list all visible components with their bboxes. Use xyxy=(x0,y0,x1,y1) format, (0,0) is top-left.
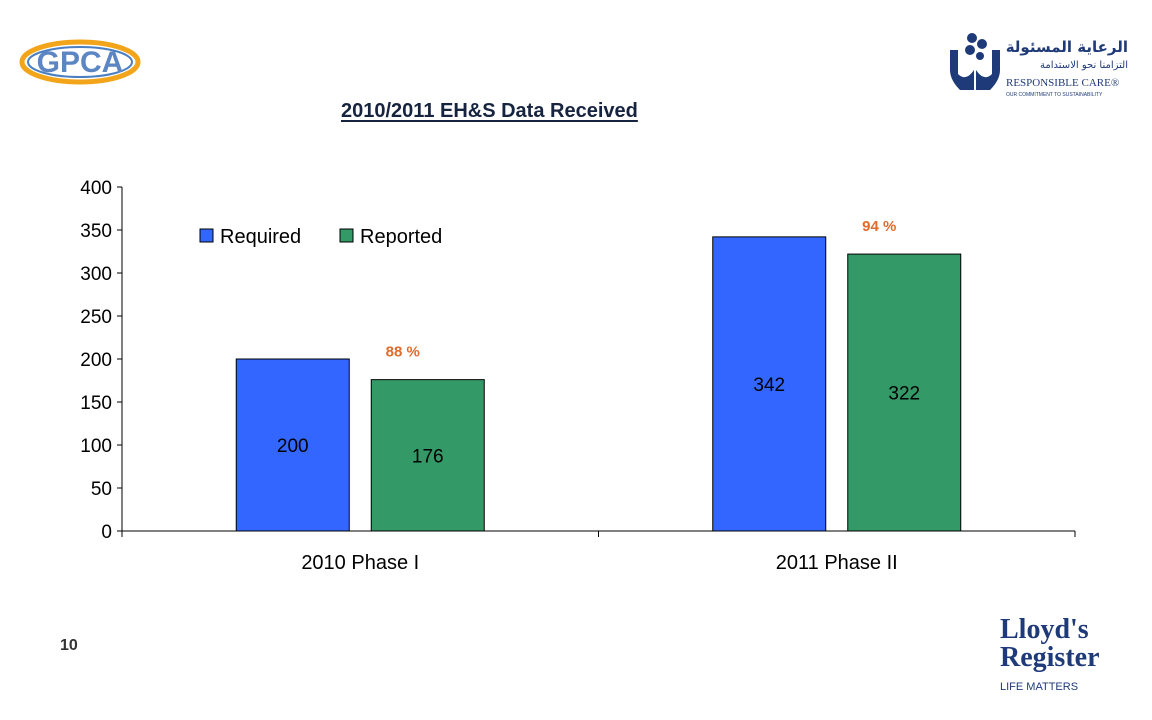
y-tick-label: 400 xyxy=(80,178,112,199)
responsible-care-arabic-subtitle: التزامنا نحو الاستدامة xyxy=(1040,60,1128,71)
responsible-care-name: RESPONSIBLE CARE® xyxy=(1006,77,1119,89)
bar-required xyxy=(712,236,827,532)
legend-swatch-reported xyxy=(339,228,354,243)
page-number: 10 xyxy=(60,637,78,654)
responsible-care-logo: الرعاية المسئولة التزامنا نحو الاستدامة … xyxy=(950,33,1128,98)
y-tick-label: 350 xyxy=(80,221,112,242)
bar-reported xyxy=(847,253,962,532)
responsible-care-arabic-title: الرعاية المسئولة xyxy=(1006,38,1128,56)
percentage-annotation: 88 % xyxy=(386,344,420,361)
bar-required xyxy=(235,358,350,532)
y-tick-label: 150 xyxy=(80,393,112,414)
y-tick-label: 0 xyxy=(101,522,112,543)
y-tick-label: 250 xyxy=(80,307,112,328)
y-tick-label: 50 xyxy=(91,479,112,500)
data-label: 322 xyxy=(888,384,920,405)
data-label: 176 xyxy=(412,446,444,467)
gpca-logo: GPCA xyxy=(19,39,141,85)
x-tick-label: 2010 Phase I xyxy=(301,552,419,574)
y-tick-label: 100 xyxy=(80,436,112,457)
data-label: 342 xyxy=(753,375,785,396)
lloyds-logo-line1: Lloyd's xyxy=(1000,614,1089,645)
legend-label-reported: Reported xyxy=(360,226,442,248)
lloyds-register-logo: Lloyd's Register LIFE MATTERS xyxy=(1000,614,1100,693)
percentage-annotation: 94 % xyxy=(862,218,896,235)
slide-title: 2010/2011 EH&S Data Received xyxy=(341,100,638,122)
y-tick-label: 300 xyxy=(80,264,112,285)
legend-swatch-required xyxy=(199,228,214,243)
gpca-logo-text: GPCA xyxy=(37,46,124,79)
bar-reported xyxy=(370,379,485,532)
responsible-care-tagline: OUR COMMITMENT TO SUSTAINABILITY xyxy=(1006,92,1103,98)
lloyds-logo-tagline: LIFE MATTERS xyxy=(1000,681,1078,693)
legend-label-required: Required xyxy=(220,226,301,248)
y-tick-label: 200 xyxy=(80,350,112,371)
lloyds-logo-line2: Register xyxy=(1000,642,1100,673)
data-label: 200 xyxy=(277,436,309,457)
x-tick-label: 2011 Phase II xyxy=(776,552,898,574)
